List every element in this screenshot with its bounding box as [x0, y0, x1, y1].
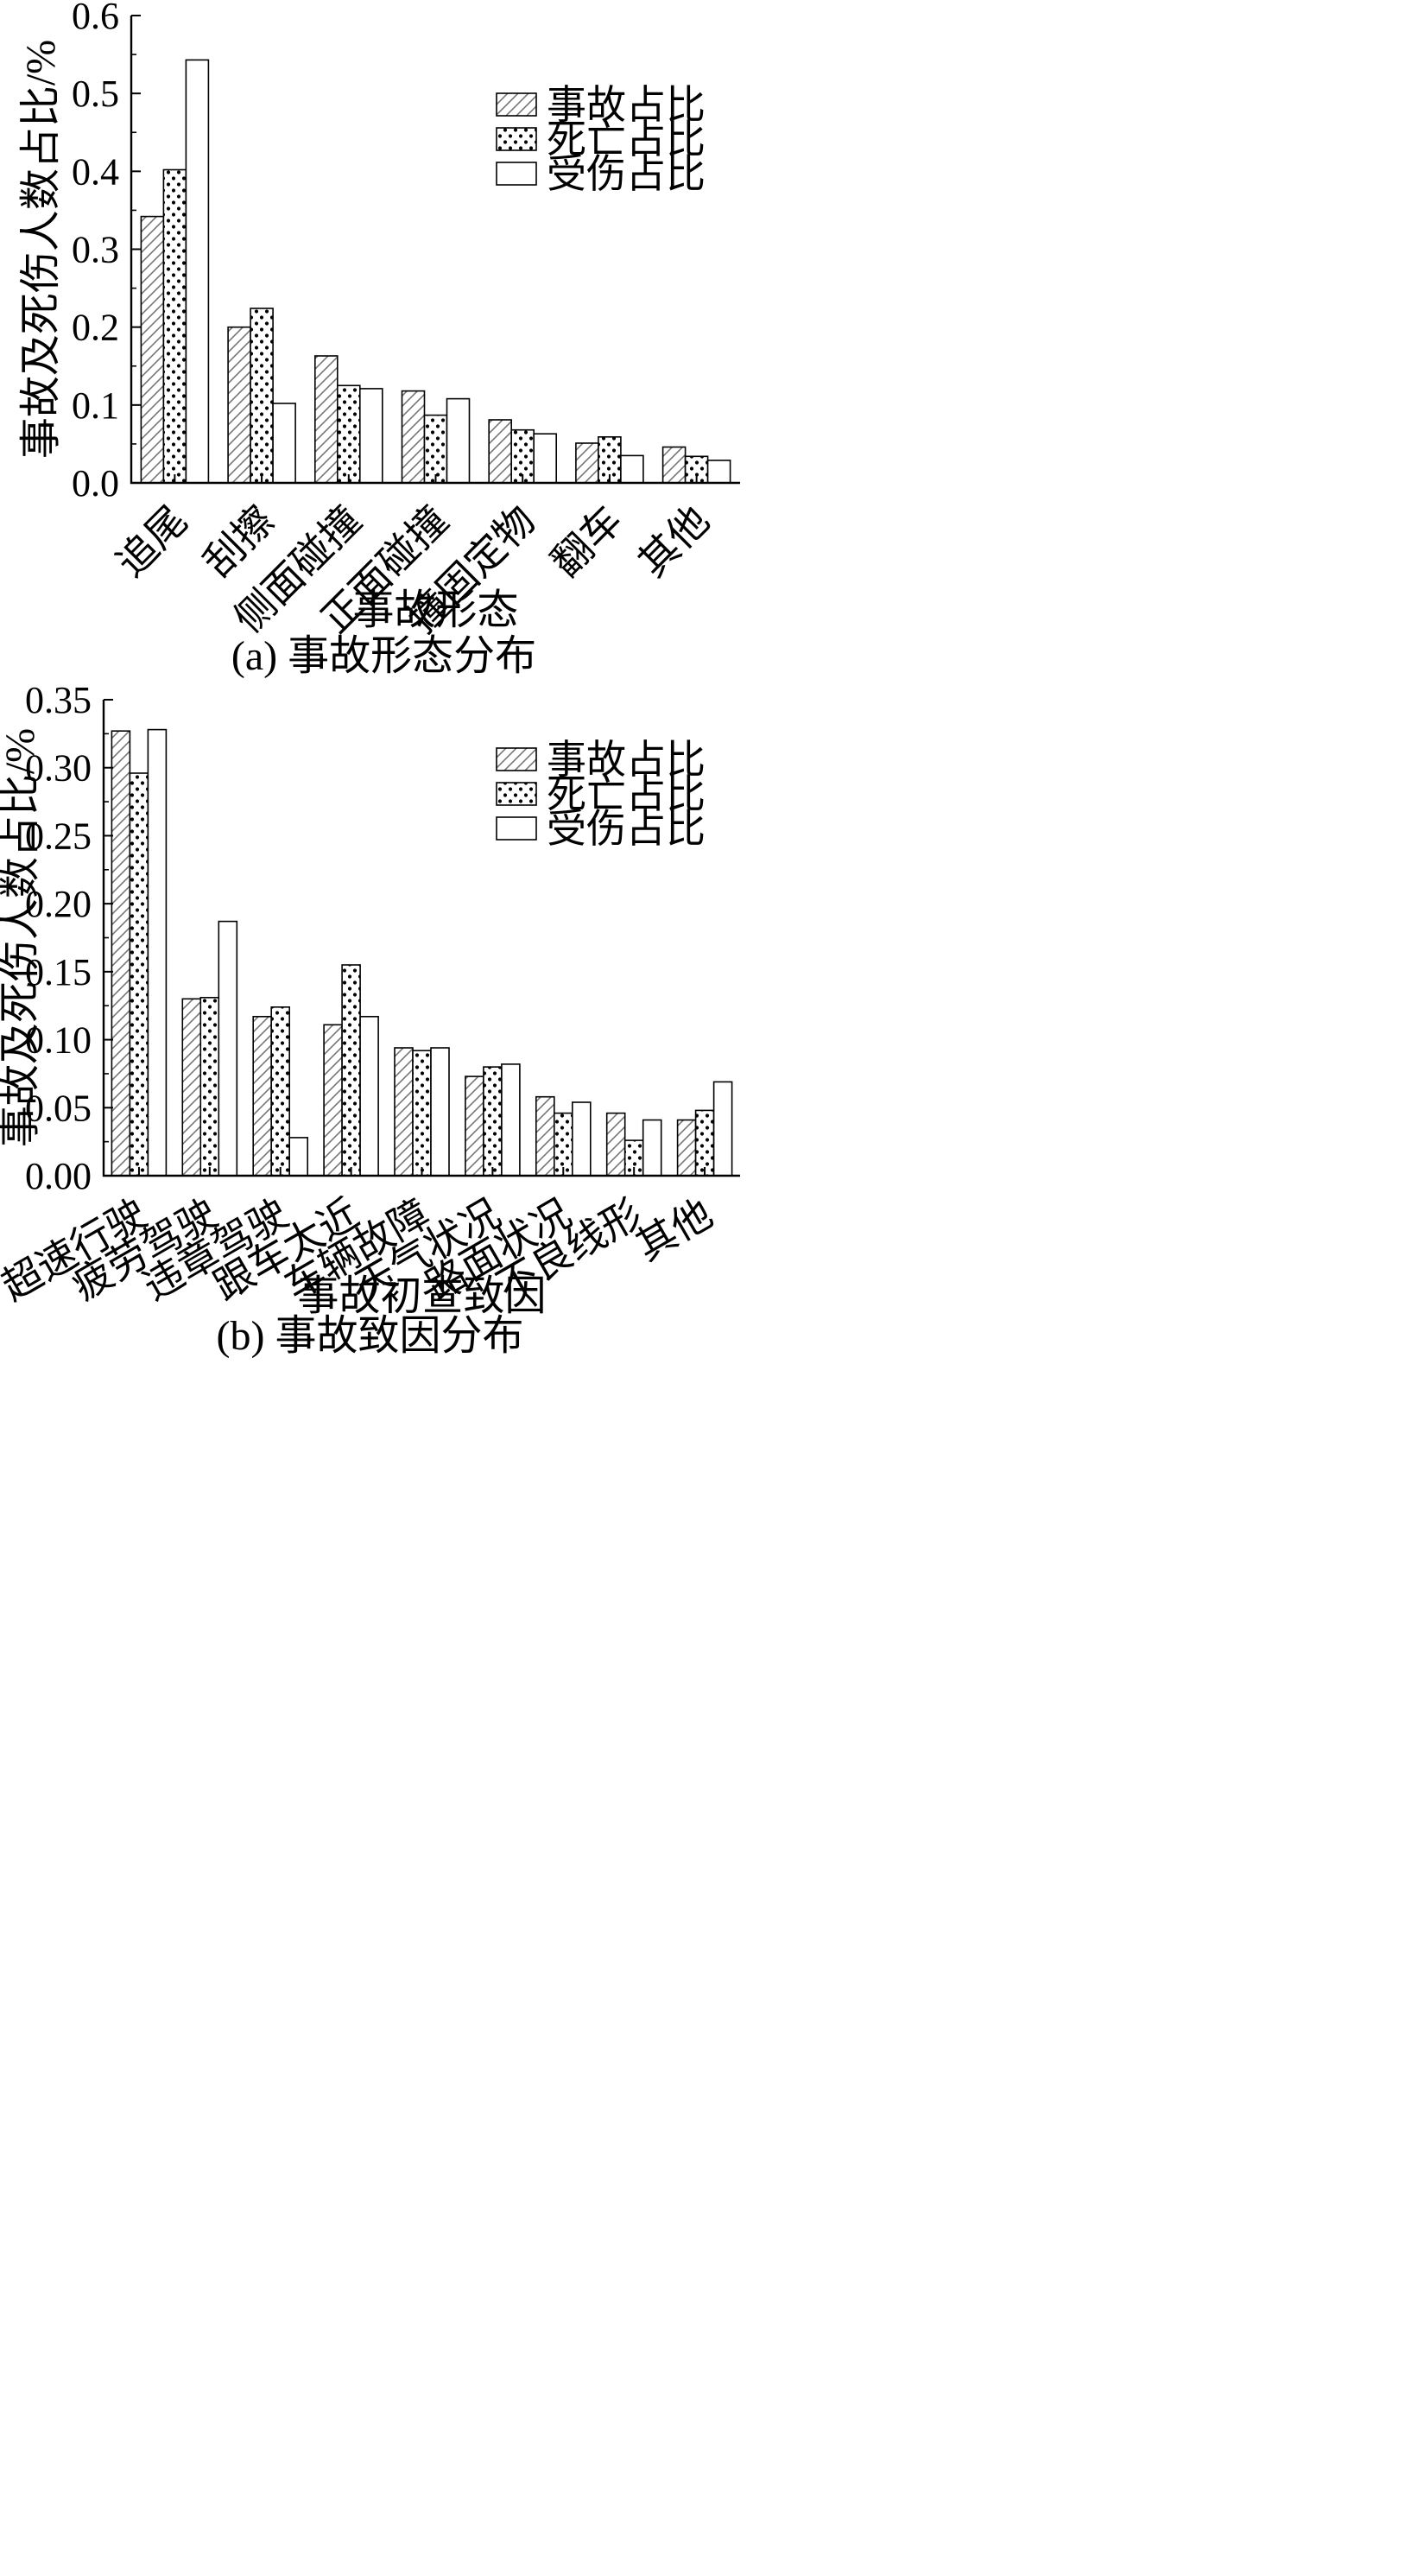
bar-hatch-2: [181, 998, 202, 1177]
legend-label: 受伤占比: [547, 152, 706, 196]
bar-hatch-4: [323, 1024, 343, 1177]
bar-hatch-3: [313, 355, 339, 484]
bar-plain-7: [706, 460, 731, 484]
bar-dots-1: [162, 168, 187, 484]
bar-hatch-7: [661, 446, 687, 484]
bar-hatch-5: [488, 419, 513, 484]
bar-plain-3: [288, 1137, 309, 1177]
bar-plain-6: [620, 454, 644, 484]
legend-swatch-hatch: [496, 747, 537, 771]
bar-dots-9: [694, 1109, 715, 1177]
legend-swatch-dots: [496, 782, 537, 806]
chart-accident-cause: 0.000.050.100.150.200.250.300.35超速行驶疲劳驾驶…: [0, 679, 740, 1359]
figure-caption: (b) 事故致因分布: [217, 1313, 524, 1359]
bar-hatch-8: [605, 1112, 626, 1177]
bar-hatch-9: [676, 1119, 697, 1177]
category-label: 翻车: [543, 498, 630, 585]
legend-label: 事故占比: [547, 738, 706, 782]
bar-plain-5: [430, 1047, 450, 1177]
bar-plain-9: [712, 1081, 733, 1177]
bar-plain-6: [501, 1063, 521, 1177]
bar-hatch-6: [575, 442, 599, 484]
bar-plain-3: [358, 388, 383, 484]
y-tick-label: 0.1: [72, 384, 119, 427]
y-tick-label: 0.15: [25, 951, 92, 993]
bar-plain-7: [571, 1101, 592, 1177]
y-tick-label: 0.6: [72, 0, 119, 37]
bar-plain-1: [147, 728, 168, 1177]
y-axis-title: 事故及死伤人数占比/%: [18, 40, 64, 459]
x-axis-title: 事故形态: [352, 587, 518, 633]
category-label: 追尾: [109, 498, 196, 585]
y-tick-label: 0.30: [25, 747, 92, 790]
bar-hatch-5: [394, 1047, 414, 1177]
bar-dots-3: [270, 1006, 291, 1177]
y-tick-label: 0.3: [72, 229, 119, 271]
legend-swatch-plain: [496, 816, 537, 841]
legend-label: 事故占比: [547, 83, 706, 127]
legend-label: 受伤占比: [547, 807, 706, 851]
bar-dots-2: [250, 308, 274, 484]
y-tick-label: 0.35: [25, 679, 92, 721]
bar-hatch-1: [140, 215, 165, 484]
y-tick-label: 0.05: [25, 1087, 92, 1129]
legend-swatch-dots: [496, 127, 537, 151]
bar-hatch-1: [111, 730, 131, 1177]
y-tick-label: 0.0: [72, 462, 119, 504]
figure-caption: (a) 事故形态分布: [231, 633, 536, 679]
category-label: 其他: [630, 498, 718, 585]
bar-dots-1: [129, 772, 149, 1177]
bar-hatch-6: [465, 1075, 484, 1177]
bar-hatch-7: [535, 1095, 555, 1177]
bar-dots-4: [423, 414, 448, 484]
bar-dots-3: [336, 384, 361, 484]
legend-swatch-hatch: [496, 92, 537, 117]
bar-dots-2: [199, 997, 220, 1177]
y-tick-label: 0.5: [72, 73, 119, 115]
y-axis-title: 事故及死伤人数占比/%: [0, 728, 43, 1147]
bar-plain-2: [218, 920, 238, 1177]
y-tick-label: 0.00: [25, 1155, 92, 1197]
legend-label: 死亡占比: [547, 772, 706, 816]
bar-dots-7: [553, 1112, 573, 1177]
bar-plain-8: [642, 1119, 662, 1177]
bar-plain-4: [359, 1016, 379, 1177]
category-label: 其他: [629, 1191, 719, 1269]
x-axis-title: 事故初查致因: [297, 1273, 546, 1319]
bar-plain-5: [533, 433, 558, 484]
bar-hatch-3: [252, 1016, 273, 1177]
bar-plain-1: [185, 59, 210, 484]
bar-dots-5: [412, 1050, 432, 1177]
y-tick-label: 0.2: [72, 307, 119, 349]
y-tick-label: 0.10: [25, 1019, 92, 1062]
bar-plain-4: [446, 397, 471, 484]
bar-dots-6: [483, 1066, 503, 1177]
bar-dots-4: [341, 964, 361, 1177]
chart-accident-form: 0.00.10.20.30.40.50.6追尾 刮擦侧面碰撞正面碰撞撞固定物 翻车其…: [18, 0, 740, 679]
bar-plain-2: [272, 403, 296, 484]
y-tick-label: 0.20: [25, 883, 92, 925]
y-tick-label: 0.25: [25, 815, 92, 857]
y-tick-label: 0.4: [72, 150, 119, 193]
bar-hatch-4: [401, 390, 426, 484]
legend-swatch-plain: [496, 162, 537, 186]
legend-label: 死亡占比: [547, 117, 706, 162]
bar-hatch-2: [227, 326, 251, 484]
